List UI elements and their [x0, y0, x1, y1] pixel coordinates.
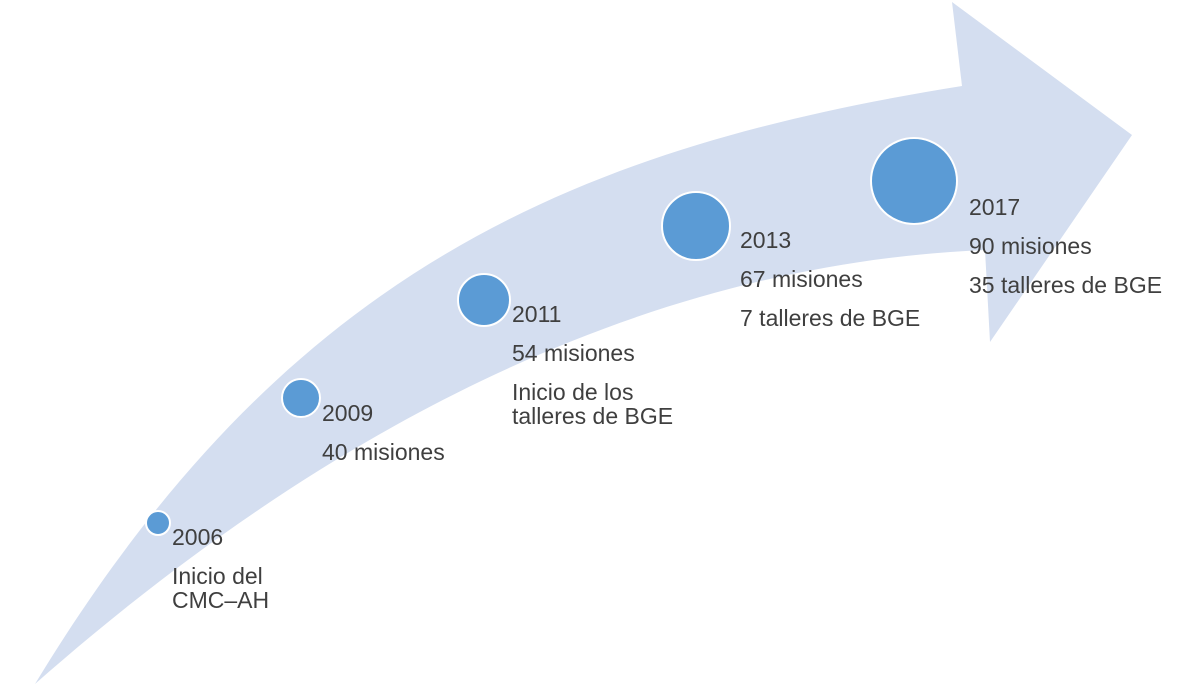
milestone-desc-line: 35 talleres de BGE: [969, 272, 1163, 298]
milestone-desc-line: 7 talleres de BGE: [740, 305, 921, 331]
milestone-desc-line: 67 misiones: [740, 266, 863, 292]
milestone-desc-line: 40 misiones: [322, 439, 445, 465]
milestone-dot-2017: [870, 137, 958, 225]
milestone-year: 2009: [322, 400, 374, 426]
milestone-desc-line: CMC–AH: [172, 587, 270, 613]
milestone-dot-2009: [281, 378, 321, 418]
milestone-dot-2013: [661, 191, 731, 261]
milestone-dot-2011: [457, 273, 511, 327]
growth-arrow-shape: [35, 2, 1132, 684]
milestone-desc-line: Inicio del: [172, 563, 263, 589]
milestone-label-2013: 2013 67 misiones 7 talleres de BGE: [740, 221, 920, 338]
milestone-year: 2006: [172, 524, 224, 550]
milestone-label-2006: 2006 Inicio del CMC–AH: [172, 518, 269, 613]
milestone-dot-2006: [145, 510, 171, 536]
milestone-label-2017: 2017 90 misiones 35 talleres de BGE: [969, 188, 1162, 305]
milestone-desc-line: talleres de BGE: [512, 403, 674, 429]
milestone-label-2009: 2009 40 misiones: [322, 394, 445, 472]
milestone-desc-line: Inicio de los: [512, 379, 634, 405]
milestone-year: 2017: [969, 194, 1021, 220]
milestone-label-2011: 2011 54 misiones Inicio de los talleres …: [512, 295, 673, 429]
milestone-year: 2011: [512, 301, 562, 327]
milestone-desc-line: 90 misiones: [969, 233, 1092, 259]
milestone-year: 2013: [740, 227, 792, 253]
milestone-desc-line: 54 misiones: [512, 340, 635, 366]
